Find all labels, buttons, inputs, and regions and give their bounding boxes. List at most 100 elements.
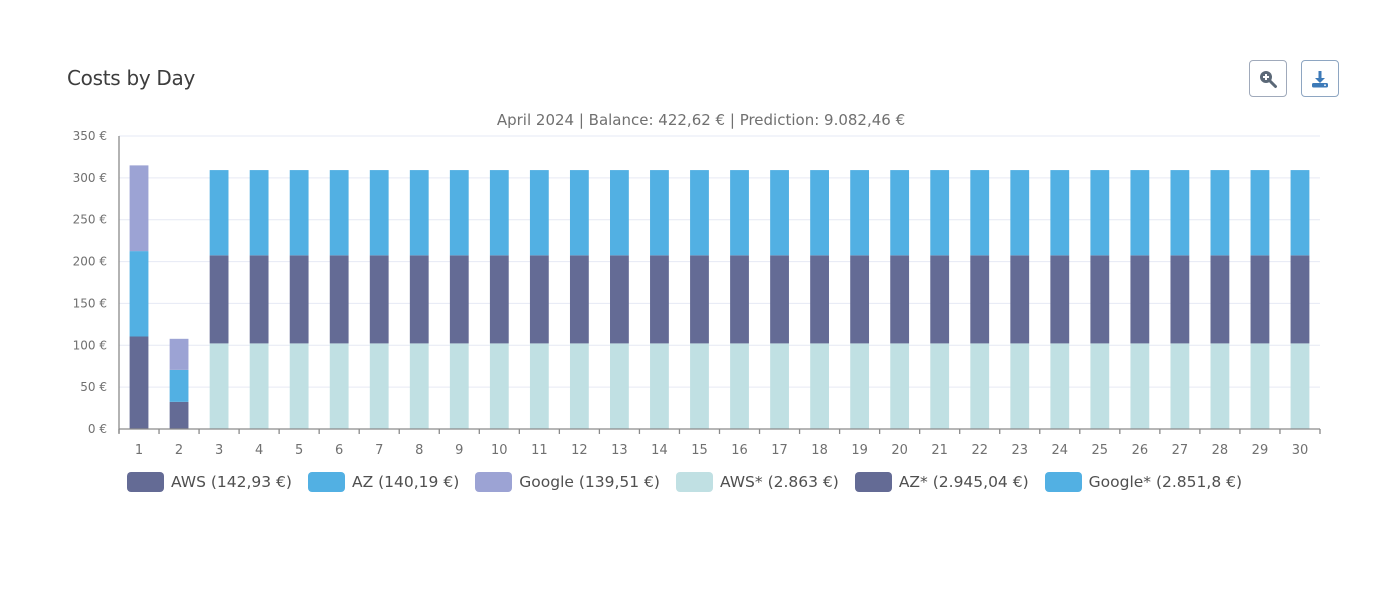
bar-google-day-1[interactable] [129,165,149,252]
bar-aws-pred-day-24[interactable] [1050,343,1070,429]
bar-aws-pred-day-28[interactable] [1210,343,1230,429]
bar-google-pred-day-5[interactable] [289,170,309,256]
bar-google-pred-day-10[interactable] [489,170,509,256]
bar-az-pred-day-28[interactable] [1210,255,1230,344]
bar-aws-pred-day-30[interactable] [1290,343,1310,429]
bar-google-pred-day-21[interactable] [930,170,950,256]
bar-aws-pred-day-18[interactable] [810,343,829,429]
download-button[interactable] [1301,60,1339,97]
bar-aws-pred-day-20[interactable] [890,343,910,429]
bar-google-pred-day-6[interactable] [329,170,349,256]
bar-aws-pred-day-23[interactable] [1010,343,1030,429]
bar-google-pred-day-23[interactable] [1010,170,1030,256]
bar-az-pred-day-25[interactable] [1090,255,1110,344]
bar-aws-pred-day-25[interactable] [1090,343,1110,429]
bar-aws-pred-day-6[interactable] [329,343,349,429]
bar-az-pred-day-24[interactable] [1050,255,1070,344]
bar-aws-pred-day-11[interactable] [529,343,549,429]
bar-google-pred-day-30[interactable] [1290,170,1310,256]
bar-google-pred-day-16[interactable] [730,170,749,256]
bar-az-pred-day-22[interactable] [970,255,990,344]
bar-aws-pred-day-15[interactable] [690,343,709,429]
bar-aws-pred-day-4[interactable] [249,343,269,429]
legend-item[interactable]: AZ (140,19 €) [307,472,459,492]
bar-az-pred-day-10[interactable] [489,255,509,344]
legend-item[interactable]: Google* (2.851,8 €) [1044,472,1242,492]
bar-az-pred-day-29[interactable] [1250,255,1270,344]
bar-google-pred-day-3[interactable] [209,170,229,256]
bar-az-pred-day-30[interactable] [1290,255,1310,344]
bar-google-pred-day-18[interactable] [810,170,829,256]
legend-item[interactable]: AZ* (2.945,04 €) [854,472,1029,492]
bar-aws-pred-day-27[interactable] [1170,343,1190,429]
zoom-button[interactable] [1249,60,1287,97]
bar-az-pred-day-17[interactable] [770,255,789,344]
legend-item[interactable]: AWS (142,93 €) [127,472,292,492]
bar-az-day-2[interactable] [169,369,189,402]
bar-az-pred-day-9[interactable] [449,255,469,344]
bar-az-pred-day-13[interactable] [610,255,629,344]
bar-aws-pred-day-14[interactable] [650,343,669,429]
legend-item[interactable]: Google (139,51 €) [475,472,660,492]
bar-aws-pred-day-3[interactable] [209,343,229,429]
bar-az-pred-day-7[interactable] [369,255,389,344]
bar-google-pred-day-8[interactable] [409,170,429,256]
bar-google-pred-day-28[interactable] [1210,170,1230,256]
bar-google-pred-day-17[interactable] [770,170,789,256]
bar-google-pred-day-19[interactable] [850,170,870,256]
bar-az-pred-day-16[interactable] [730,255,749,344]
bar-aws-pred-day-29[interactable] [1250,343,1270,429]
bar-az-day-1[interactable] [129,251,149,337]
bar-az-pred-day-18[interactable] [810,255,829,344]
legend-item[interactable]: AWS* (2.863 €) [675,472,839,492]
bar-aws-pred-day-16[interactable] [730,343,749,429]
bar-aws-pred-day-13[interactable] [610,343,629,429]
bar-az-pred-day-23[interactable] [1010,255,1030,344]
x-tick-label: 11 [531,443,548,458]
x-tick-label: 13 [611,443,628,458]
bar-az-pred-day-3[interactable] [209,255,229,344]
bar-az-pred-day-11[interactable] [529,255,549,344]
bar-aws-pred-day-21[interactable] [930,343,950,429]
bar-aws-pred-day-5[interactable] [289,343,309,429]
bar-google-pred-day-12[interactable] [569,170,589,256]
bar-aws-pred-day-9[interactable] [449,343,469,429]
bar-google-pred-day-13[interactable] [610,170,629,256]
bar-az-pred-day-5[interactable] [289,255,309,344]
bar-aws-pred-day-7[interactable] [369,343,389,429]
bar-aws-pred-day-10[interactable] [489,343,509,429]
bar-az-pred-day-8[interactable] [409,255,429,344]
bar-google-pred-day-7[interactable] [369,170,389,256]
bar-aws-pred-day-17[interactable] [770,343,789,429]
bar-google-pred-day-15[interactable] [690,170,709,256]
bar-aws-day-2[interactable] [169,401,189,429]
bar-az-pred-day-19[interactable] [850,255,870,344]
bar-az-pred-day-15[interactable] [690,255,709,344]
bar-az-pred-day-27[interactable] [1170,255,1190,344]
bar-aws-pred-day-12[interactable] [569,343,589,429]
bar-aws-pred-day-26[interactable] [1130,343,1150,429]
bar-az-pred-day-12[interactable] [569,255,589,344]
bar-google-pred-day-4[interactable] [249,170,269,256]
bar-google-pred-day-9[interactable] [449,170,469,256]
bar-google-day-2[interactable] [169,338,189,370]
bar-aws-day-1[interactable] [129,336,149,429]
bar-google-pred-day-25[interactable] [1090,170,1110,256]
bar-google-pred-day-20[interactable] [890,170,910,256]
bar-az-pred-day-4[interactable] [249,255,269,344]
bar-google-pred-day-24[interactable] [1050,170,1070,256]
bar-az-pred-day-14[interactable] [650,255,669,344]
bar-aws-pred-day-19[interactable] [850,343,870,429]
bar-az-pred-day-20[interactable] [890,255,910,344]
bar-aws-pred-day-22[interactable] [970,343,990,429]
bar-az-pred-day-6[interactable] [329,255,349,344]
bar-az-pred-day-21[interactable] [930,255,950,344]
bar-google-pred-day-26[interactable] [1130,170,1150,256]
bar-google-pred-day-14[interactable] [650,170,669,256]
bar-google-pred-day-22[interactable] [970,170,990,256]
bar-google-pred-day-27[interactable] [1170,170,1190,256]
bar-google-pred-day-11[interactable] [529,170,549,256]
bar-az-pred-day-26[interactable] [1130,255,1150,344]
bar-google-pred-day-29[interactable] [1250,170,1270,256]
bar-aws-pred-day-8[interactable] [409,343,429,429]
